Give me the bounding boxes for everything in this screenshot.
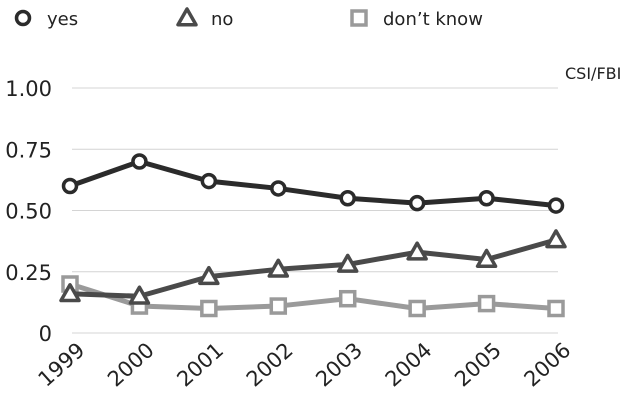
- series-line-no: [69, 237, 557, 299]
- data-point-no: [545, 229, 567, 249]
- gridlines: [72, 87, 558, 334]
- legend-item-no: no: [176, 7, 233, 30]
- y-axis-tick-labels: 0 0.25 0.50 0.75 1.00: [5, 77, 52, 346]
- data-point-no: [406, 241, 428, 261]
- series-line-yes: [69, 159, 557, 209]
- chart-annotation: CSI/FBI: [565, 64, 621, 83]
- series-line-don-t-know: [69, 281, 557, 311]
- y-tick-label: 1.00: [5, 77, 52, 101]
- x-tick-label: 2004: [381, 338, 437, 392]
- data-point-yes: [131, 153, 148, 170]
- y-tick-label: 0.50: [5, 200, 52, 224]
- series-no: [59, 229, 567, 305]
- x-tick-label: 2006: [520, 338, 576, 392]
- data-point-no: [198, 265, 220, 286]
- legend-label: yes: [47, 9, 78, 30]
- x-tick-label: 2002: [242, 338, 298, 392]
- data-point-yes: [339, 190, 356, 207]
- data-point-don-t-know: [477, 294, 496, 313]
- data-point-yes: [547, 197, 565, 214]
- data-point-no: [475, 248, 498, 268]
- x-tick-label: 2001: [172, 338, 228, 392]
- x-tick-label: 2000: [103, 338, 159, 392]
- data-point-don-t-know: [200, 299, 218, 318]
- x-tick-label: 2005: [450, 338, 506, 392]
- legend-item-yes: yes: [14, 9, 78, 30]
- data-point-don-t-know: [408, 299, 426, 318]
- y-tick-label: 0.75: [5, 138, 52, 162]
- data-point-no: [128, 285, 151, 305]
- data-point-don-t-know: [269, 297, 288, 315]
- data-point-no: [59, 283, 81, 303]
- data-point-don-t-know: [547, 299, 565, 318]
- data-point-don-t-know: [338, 289, 357, 308]
- legend-label: no: [211, 9, 233, 30]
- data-point-no: [267, 258, 290, 278]
- legend: yes no don’t know: [14, 7, 483, 30]
- y-tick-label: 0: [39, 322, 52, 346]
- x-tick-label: 2003: [311, 338, 367, 392]
- x-axis-tick-labels: 1999 2000 2001 2002 2003 2004 2005 2006: [34, 338, 576, 392]
- legend-marker-don-t-know: [350, 9, 368, 27]
- data-point-yes: [270, 180, 287, 197]
- data-point-yes: [200, 172, 218, 190]
- data-point-yes: [478, 190, 495, 207]
- series-group: [59, 153, 567, 318]
- legend-marker-no: [176, 7, 198, 27]
- data-point-yes: [408, 194, 426, 212]
- data-point-no: [336, 253, 359, 273]
- legend-item-don-t-know: don’t know: [350, 9, 483, 30]
- legend-label: don’t know: [383, 9, 483, 30]
- legend-marker-yes: [14, 9, 32, 27]
- y-tick-label: 0.25: [5, 261, 52, 285]
- data-point-yes: [61, 177, 79, 195]
- series-yes: [61, 153, 565, 214]
